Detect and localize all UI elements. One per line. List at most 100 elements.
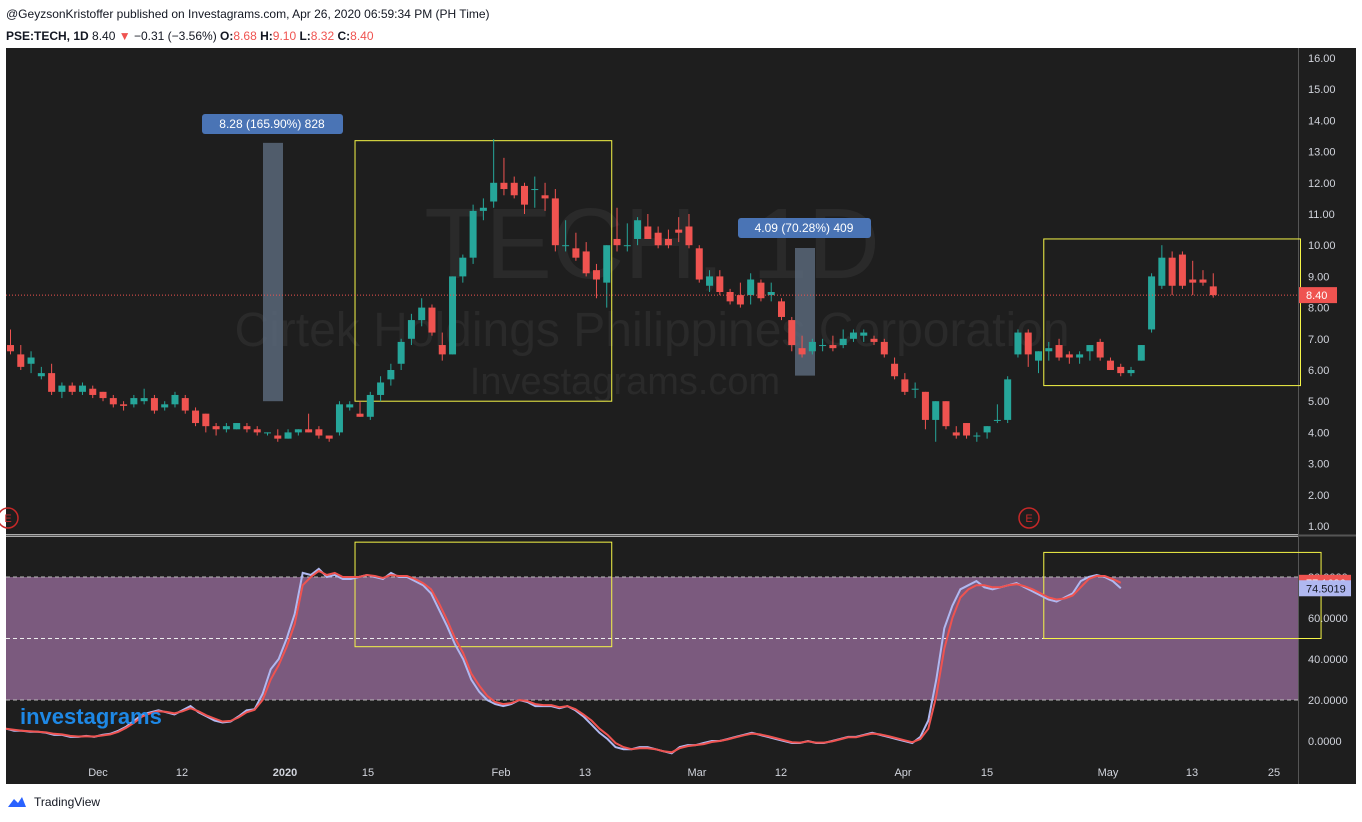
- candle-body: [572, 248, 580, 258]
- candle-body: [1045, 348, 1053, 352]
- candle-body: [335, 404, 343, 433]
- candle-body: [757, 282, 765, 299]
- candle-body: [819, 345, 827, 347]
- investagrams-logo: investagrams: [20, 704, 162, 729]
- svg-text:E: E: [1025, 513, 1032, 525]
- time-tick-label: Apr: [894, 767, 911, 779]
- symbol-label[interactable]: PSE:TECH, 1D: [6, 29, 89, 43]
- candle-body: [1189, 279, 1197, 283]
- candle-body: [212, 426, 220, 430]
- time-tick-label: May: [1098, 767, 1119, 779]
- candle-body: [171, 394, 179, 405]
- tradingview-footer[interactable]: TradingView: [6, 795, 100, 809]
- earnings-marker-2[interactable]: E: [1018, 507, 1040, 529]
- candle-body: [736, 295, 744, 305]
- candle-body: [706, 276, 714, 286]
- candle-body: [418, 307, 426, 321]
- price-tick-label: 4.00: [1308, 427, 1329, 439]
- time-tick-label: 13: [579, 767, 591, 779]
- candle-body: [623, 245, 631, 247]
- price-tick-label: 12.00: [1308, 178, 1336, 190]
- candle-body: [1137, 345, 1145, 361]
- candle-body: [726, 292, 734, 302]
- candle-body: [613, 238, 621, 246]
- stoch-d-line: [5, 569, 1122, 754]
- candle-body: [839, 338, 847, 346]
- candle-body: [1178, 254, 1186, 286]
- candle-body: [58, 385, 66, 392]
- candle-body: [192, 410, 200, 424]
- stoch-tick-label: 20.0000: [1308, 695, 1348, 707]
- candle-body: [901, 379, 909, 392]
- candle-body: [479, 207, 487, 211]
- candle-body: [253, 429, 261, 433]
- candle-body: [1158, 257, 1166, 286]
- range-bar: [795, 248, 815, 376]
- high-label: H:: [260, 29, 273, 43]
- time-tick-label: 13: [1186, 767, 1198, 779]
- candle-body: [284, 432, 292, 439]
- candle-body: [438, 345, 446, 355]
- price-tick-label: 1.00: [1308, 521, 1329, 533]
- candle-body: [973, 435, 981, 437]
- candle-body: [1209, 286, 1217, 296]
- time-tick-label: 15: [981, 767, 993, 779]
- earnings-marker-1[interactable]: E: [0, 507, 19, 529]
- candle-body: [603, 245, 611, 283]
- candle-body: [346, 404, 354, 408]
- candle-body: [500, 182, 508, 190]
- price-tick-label: 15.00: [1308, 84, 1336, 96]
- candle-body: [315, 429, 323, 436]
- candle-body: [1106, 360, 1114, 370]
- candle-body: [644, 226, 652, 239]
- time-tick-label: Mar: [688, 767, 707, 779]
- xaxis-bg: [6, 758, 1298, 784]
- candle-body: [222, 426, 230, 430]
- candle-body: [891, 363, 899, 377]
- candle-body: [921, 391, 929, 420]
- candle-body: [911, 388, 919, 390]
- candle-body: [778, 301, 785, 317]
- candle-body: [7, 345, 14, 352]
- candle-body: [1168, 257, 1176, 286]
- candle-body: [963, 423, 971, 436]
- candle-body: [870, 338, 878, 342]
- price-change: −0.31 (−3.56%): [133, 29, 217, 43]
- candle-body: [305, 429, 313, 433]
- candle-body: [377, 382, 385, 395]
- candle-body: [1086, 345, 1094, 352]
- candle-body: [449, 276, 457, 355]
- last-price: 8.40: [92, 29, 116, 43]
- candle-body: [366, 394, 374, 417]
- svg-text:4.09 (70.28%) 409: 4.09 (70.28%) 409: [755, 221, 854, 235]
- time-tick-label: Feb: [492, 767, 511, 779]
- candle-body: [140, 398, 148, 402]
- time-tick-label: 2020: [273, 767, 297, 779]
- down-arrow-icon: ▼: [118, 29, 131, 43]
- candle-body: [798, 348, 806, 355]
- candle-body: [675, 229, 683, 233]
- candle-body: [592, 270, 600, 280]
- price-tick-label: 8.00: [1308, 303, 1329, 315]
- candle-body: [521, 185, 528, 205]
- range-label-1[interactable]: 8.28 (165.90%) 828: [202, 114, 343, 134]
- candle-body: [829, 345, 837, 349]
- candle-body: [1127, 370, 1135, 374]
- stoch-highlight-box: [354, 541, 613, 648]
- low-label: L:: [299, 29, 311, 43]
- candle-body: [664, 238, 672, 246]
- candle-body: [541, 195, 549, 199]
- stoch-tick-label: 60.0000: [1308, 613, 1348, 625]
- candle-body: [294, 429, 302, 433]
- price-tick-label: 6.00: [1308, 365, 1329, 377]
- stochastic-plot: [5, 541, 1322, 755]
- candle-body: [1199, 279, 1207, 283]
- svg-text:8.28 (165.90%) 828: 8.28 (165.90%) 828: [219, 117, 325, 131]
- candle-body: [808, 341, 816, 352]
- highlight-box: [1043, 238, 1302, 387]
- candle-body: [459, 257, 467, 277]
- range-label-2[interactable]: 4.09 (70.28%) 409: [738, 218, 871, 238]
- candle-body: [767, 292, 775, 296]
- candle-body: [932, 401, 940, 420]
